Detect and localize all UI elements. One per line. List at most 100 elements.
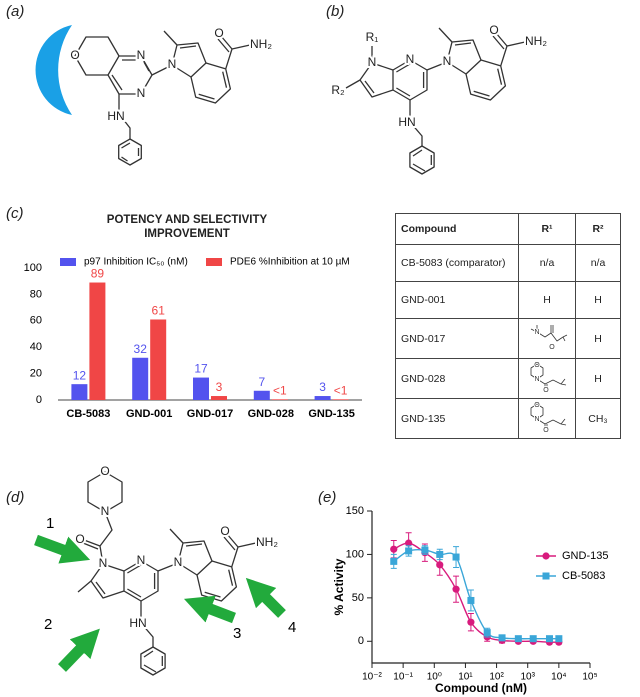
substituent-structure: O N O: [530, 401, 567, 435]
y-tick-label: 0: [36, 394, 42, 406]
bar: [253, 390, 270, 400]
marker: [390, 545, 398, 553]
atom-label: HN: [107, 109, 124, 123]
atom-label: O: [534, 362, 540, 369]
legend-swatch: [206, 258, 222, 266]
marker: [467, 618, 475, 626]
bar: [150, 319, 167, 400]
atom-label: O: [214, 26, 223, 40]
atom-label: N: [137, 48, 146, 62]
marker: [405, 547, 413, 555]
fit-curve: [393, 542, 559, 643]
bar: [193, 377, 209, 400]
x-tick-label: GND-135: [308, 408, 354, 420]
y-tick-label: 0: [358, 635, 364, 647]
table-cell: GND-135: [395, 398, 519, 439]
panel-label: (c): [6, 205, 24, 222]
table-cell: H: [575, 318, 621, 359]
y-tick-label: 50: [352, 592, 364, 604]
atom-label: N: [174, 555, 183, 569]
table-header: Compound: [395, 213, 519, 245]
table-cell: O N O: [518, 398, 576, 439]
x-tick-label: 10³: [520, 672, 535, 683]
marker: [421, 546, 429, 554]
atom-label: N: [534, 329, 539, 336]
x-tick-label: CB-5083: [66, 408, 110, 420]
marker: [436, 550, 444, 558]
bar: [132, 357, 149, 400]
arrow-label: 3: [233, 625, 241, 642]
value-label: 7: [258, 375, 265, 389]
substituent-structure: N O: [530, 325, 568, 352]
atom-label: O: [534, 402, 540, 409]
value-label: 61: [152, 304, 166, 318]
x-tick-label: GND-028: [248, 408, 294, 420]
atom-label: O: [549, 344, 555, 351]
marker: [452, 553, 460, 561]
bar: [211, 396, 227, 400]
atom-label: N: [168, 57, 177, 71]
atom-label: N: [534, 416, 539, 423]
y-tick-label: 100: [24, 262, 42, 274]
marker: [483, 629, 491, 637]
table-cell: H: [518, 281, 576, 319]
atom-label: NH₂: [525, 34, 547, 48]
atom-label: N: [406, 52, 415, 66]
atom-label: R₁: [366, 30, 379, 44]
legend-label: CB-5083: [562, 570, 605, 582]
bar: [271, 399, 288, 400]
value-label: 32: [134, 342, 148, 356]
atom-label: N: [137, 86, 146, 100]
marker: [529, 635, 537, 643]
value-label: <1: [273, 384, 287, 398]
marker: [545, 635, 553, 643]
table-cell: n/a: [518, 244, 576, 282]
table-cell: H: [575, 358, 621, 399]
x-tick-label: 10⁻²: [362, 672, 382, 683]
value-label: 17: [194, 362, 208, 376]
table-cell: n/a: [575, 244, 621, 282]
atom-label: HN: [398, 115, 415, 129]
atom-label: O: [70, 48, 79, 62]
bar: [71, 384, 88, 400]
x-tick-label: 10⁵: [582, 672, 597, 683]
x-tick-label: 10⁰: [427, 672, 442, 683]
panel-label: (d): [6, 489, 24, 506]
atom-label: O: [543, 387, 549, 393]
atom-label: NH₂: [256, 535, 278, 549]
marker: [498, 634, 506, 642]
value-label: 3: [216, 380, 223, 394]
y-tick-label: 80: [30, 288, 42, 300]
value-label: 12: [73, 368, 87, 382]
arrow-label: 2: [44, 616, 52, 633]
y-tick-label: 20: [30, 368, 42, 380]
legend-marker: [542, 572, 550, 580]
y-tick-label: 150: [346, 505, 364, 517]
structure-d: O N O N N HN N O NH₂ 1 2 3 4: [34, 462, 296, 676]
x-tick-label: GND-017: [187, 408, 233, 420]
atom-label: N: [137, 553, 146, 567]
marker: [405, 539, 413, 547]
structure-a: N N O HN N O NH₂: [35, 24, 274, 166]
atom-label: NH₂: [250, 37, 272, 51]
table-cell: CB-5083 (comparator): [395, 244, 519, 282]
y-tick-label: 100: [346, 548, 364, 560]
bar: [332, 399, 349, 400]
structure-b: R₁ N N R₂ HN N O NH₂: [329, 21, 549, 175]
atom-label: N: [443, 54, 452, 68]
atom-label: N: [368, 55, 377, 69]
x-axis-title: Compound (nM): [435, 681, 527, 695]
table-header: R²: [575, 213, 621, 245]
panel-label: (a): [6, 3, 24, 20]
y-tick-label: 40: [30, 341, 42, 353]
binding-pocket: [35, 25, 72, 115]
substituent-structure: O N O: [530, 361, 567, 395]
table-cell: O N O: [518, 358, 576, 399]
atom-label: N: [101, 504, 110, 518]
atom-label: HN: [129, 616, 146, 630]
table-cell: H: [575, 281, 621, 319]
atom-label: O: [543, 427, 549, 433]
marker: [436, 561, 444, 569]
atom-label: N: [534, 376, 539, 383]
